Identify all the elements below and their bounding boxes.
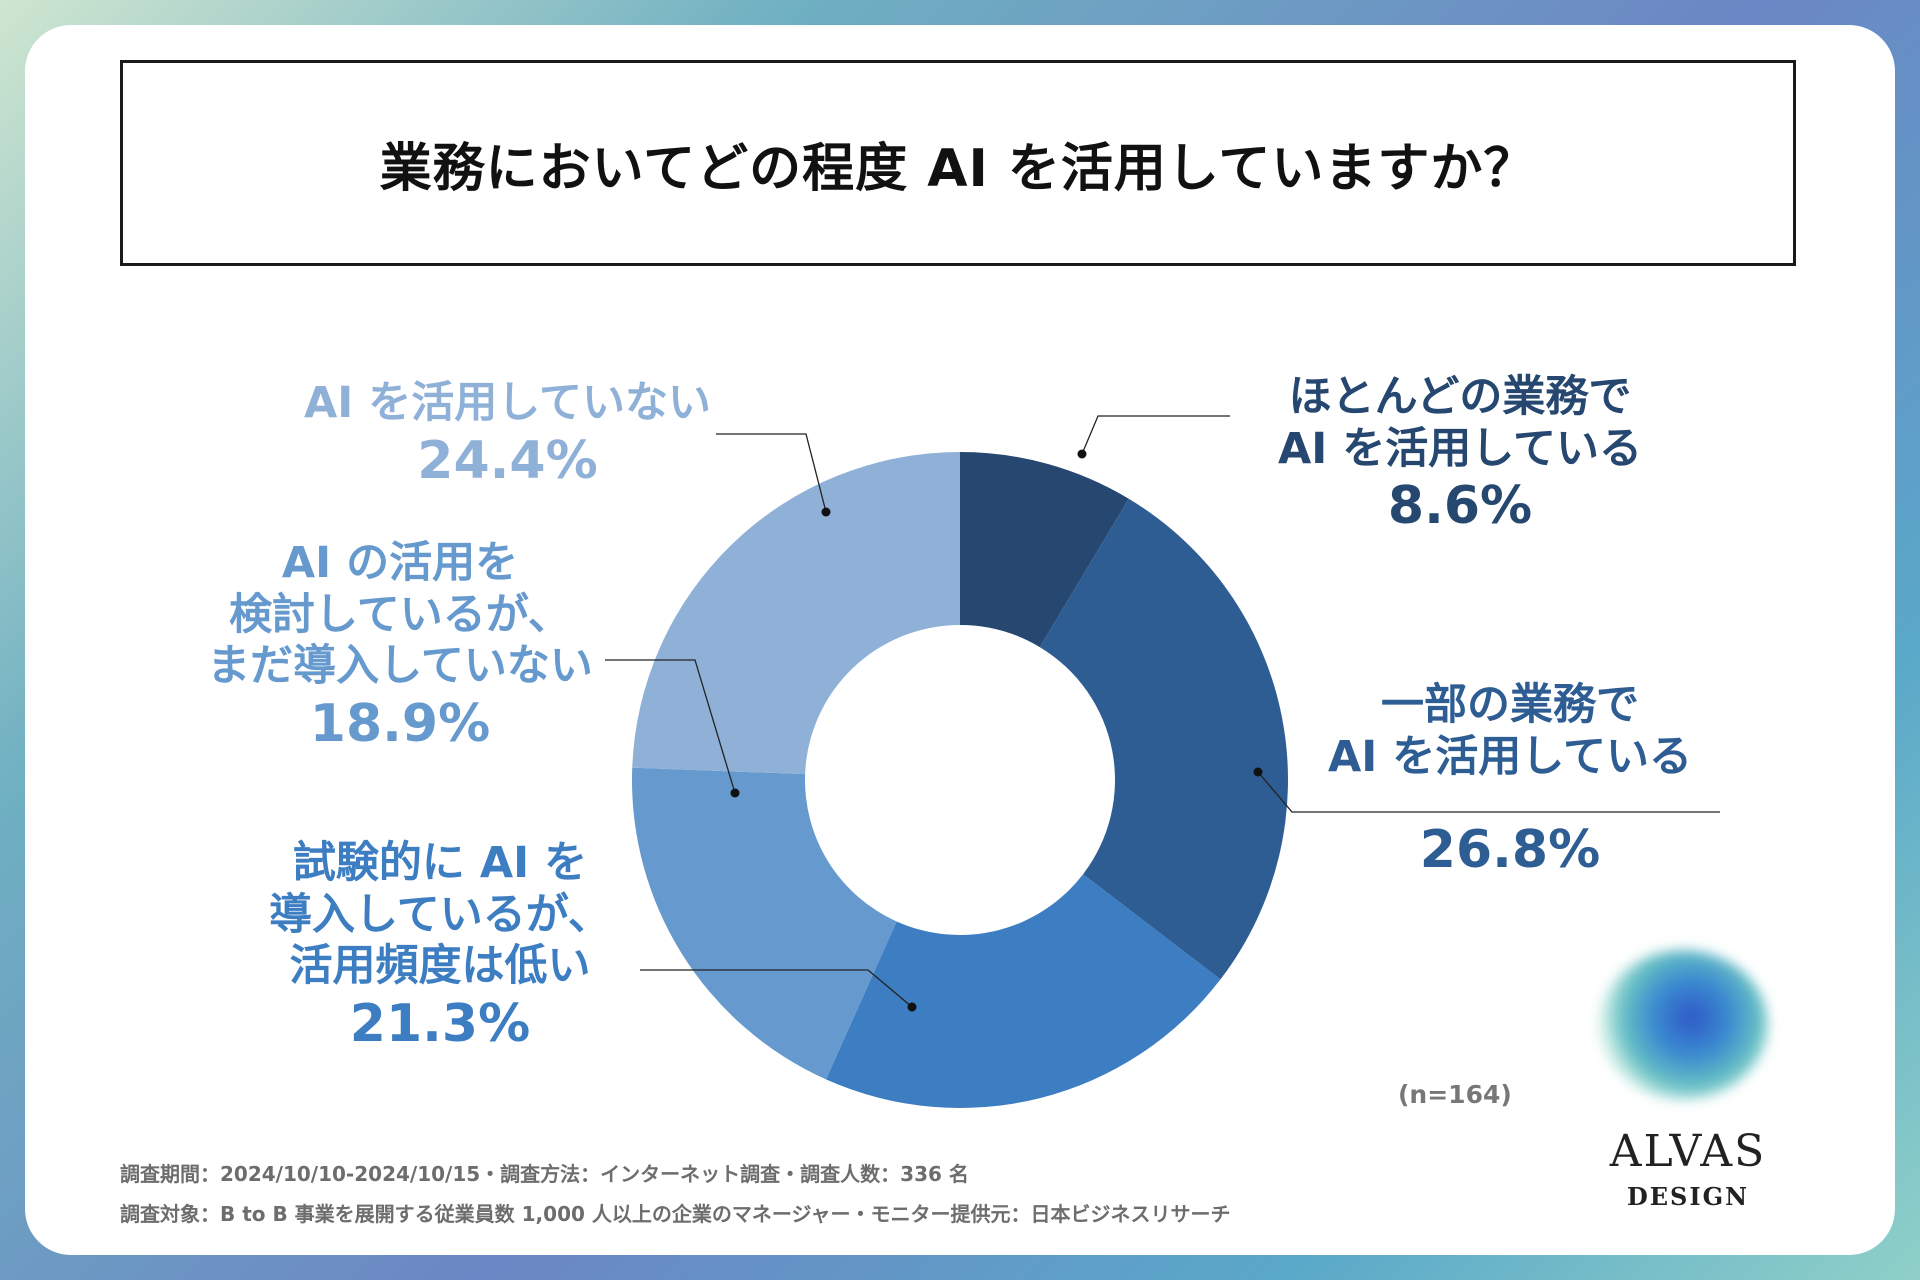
sample-size-note: (n=164) bbox=[1398, 1080, 1512, 1109]
slice-label-1: ほとんどの業務で AI を活用している 8.6% bbox=[1210, 372, 1710, 538]
footer-survey-target: 調査対象：B to B 事業を展開する従業員数 1,000 人以上の企業のマネー… bbox=[120, 1202, 1231, 1226]
leader-line-5 bbox=[716, 433, 827, 513]
leader-dot-2 bbox=[1253, 767, 1263, 777]
donut-slice-1 bbox=[960, 452, 1129, 648]
slice-label-text: AI を活用していない bbox=[304, 378, 711, 428]
slice-label-text: 一部の業務で bbox=[1381, 680, 1639, 730]
slice-label-3: 試験的に AI を導入しているが、 活用頻度は低い 21.3% bbox=[215, 838, 665, 1055]
slice-label-text: 試験的に AI を bbox=[292, 838, 588, 888]
logo-name: ALVAS bbox=[1609, 1126, 1767, 1177]
donut-slice-5 bbox=[632, 452, 960, 775]
leader-line-2 bbox=[1257, 771, 1720, 813]
slice-value-label: 24.4% bbox=[417, 430, 598, 491]
donut-slice-3 bbox=[825, 874, 1221, 1108]
slice-label-text: まだ導入していない bbox=[207, 641, 593, 692]
slice-value-label: 18.9% bbox=[309, 693, 491, 754]
slice-label-text: AI の活用を bbox=[281, 538, 519, 588]
leader-line-4 bbox=[605, 659, 736, 794]
footer-survey-period: 調査期間：2024/10/10-2024/10/15・調査方法：インターネット調… bbox=[120, 1162, 969, 1186]
slice-label-text: AI を活用している bbox=[1278, 423, 1642, 474]
leader-dot-3 bbox=[907, 1002, 917, 1012]
slice-value-label: 26.8% bbox=[1419, 820, 1601, 881]
slice-label-5: AI を活用していない 24.4% bbox=[255, 378, 760, 492]
leader-dot-1 bbox=[1077, 449, 1087, 459]
leader-dot-5 bbox=[821, 507, 831, 517]
logo-subtitle: DESIGN bbox=[1626, 1182, 1750, 1211]
slice-label-4: AI の活用を 検討しているが、 まだ導入していない 18.9% bbox=[190, 538, 610, 755]
leader-dot-4 bbox=[730, 788, 740, 798]
donut-slice-4 bbox=[632, 767, 897, 1080]
slice-label-text: 活用頻度は低い bbox=[289, 941, 591, 992]
slice-value-label: 21.3% bbox=[349, 993, 531, 1054]
leader-line-1 bbox=[1081, 415, 1230, 455]
slice-label-text: 導入しているが、 bbox=[269, 889, 611, 940]
slice-label-2: 一部の業務で AI を活用している 26.8% bbox=[1260, 680, 1760, 882]
logo-mark bbox=[1598, 950, 1768, 1100]
slice-label-text: 検討しているが、 bbox=[229, 589, 571, 640]
donut-slice-2 bbox=[1039, 498, 1288, 980]
title-box: 業務においてどの程度 AI を活用していますか？ bbox=[120, 60, 1796, 266]
slice-label-text: AI を活用している bbox=[1328, 731, 1692, 782]
chart-title: 業務においてどの程度 AI を活用していますか？ bbox=[379, 138, 1537, 199]
leader-line-3 bbox=[640, 969, 913, 1008]
slice-value-label: 8.6% bbox=[1387, 476, 1533, 537]
slice-label-text: ほとんどの業務で bbox=[1288, 372, 1632, 422]
